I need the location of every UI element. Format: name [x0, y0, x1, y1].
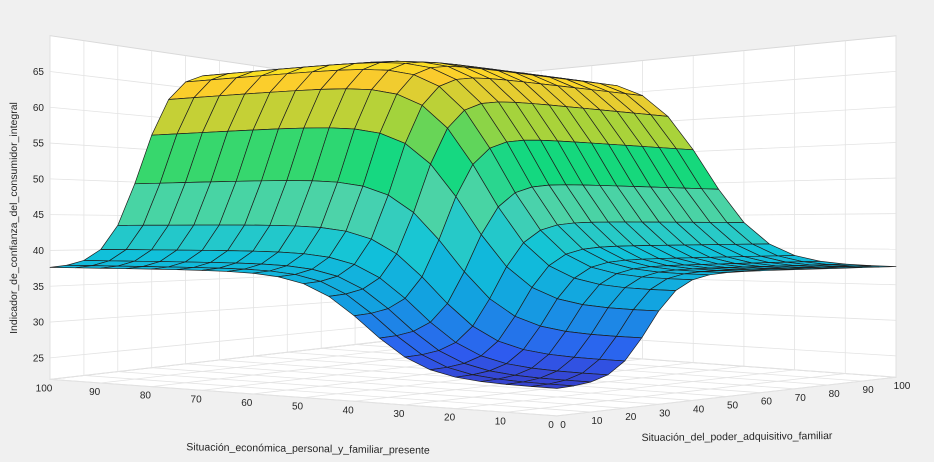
gridline-y	[49, 378, 558, 417]
gridline-y	[117, 371, 625, 409]
gridline-y	[151, 367, 659, 405]
z-axis-label: Indicador_de_confianza_del_consumidor_in…	[8, 102, 20, 334]
x-tick-label: 10	[495, 416, 507, 427]
surface-patch	[531, 383, 575, 389]
x-tick-label: 20	[444, 413, 456, 424]
z-tick-label: 35	[33, 282, 45, 293]
x-tick-label: 30	[393, 409, 405, 420]
y-tick-label: 40	[693, 404, 705, 415]
x-tick-label: 60	[241, 398, 253, 409]
y-tick-label: 10	[591, 416, 603, 427]
y-tick-label: 20	[625, 412, 637, 423]
x-tick-label: 90	[89, 387, 101, 398]
z-tick-label: 60	[33, 103, 45, 114]
y-tick-label: 70	[795, 393, 807, 404]
y-axis-label: Situación_del_poder_adquisitivo_familiar	[641, 430, 832, 444]
gridline-y	[83, 375, 591, 413]
surface-mesh	[49, 60, 897, 389]
y-tick-label: 50	[727, 401, 739, 412]
z-tick-label: 65	[33, 67, 45, 78]
x-tick-label: 70	[191, 394, 203, 405]
x-tick-label: 100	[36, 383, 53, 394]
z-tick-label: 30	[33, 318, 45, 329]
x-tick-label: 0	[548, 420, 554, 431]
y-tick-label: 0	[560, 420, 566, 431]
x-tick-label: 50	[292, 402, 304, 413]
z-tick-label: 55	[33, 139, 45, 150]
y-tick-label: 60	[761, 397, 773, 408]
y-tick-label: 80	[829, 389, 841, 400]
x-tick-label: 80	[140, 391, 152, 402]
z-tick-label: 45	[33, 210, 45, 221]
x-tick-label: 40	[343, 405, 355, 416]
x-axis-label: Situación_económica_personal_y_familiar_…	[186, 441, 430, 456]
y-tick-label: 100	[894, 381, 911, 392]
z-tick-label: 25	[33, 353, 45, 364]
y-tick-label: 90	[863, 385, 875, 396]
y-tick-label: 30	[659, 408, 671, 419]
z-tick-label: 50	[33, 174, 45, 185]
z-tick-label: 40	[33, 246, 45, 257]
gridline-y	[185, 363, 693, 401]
